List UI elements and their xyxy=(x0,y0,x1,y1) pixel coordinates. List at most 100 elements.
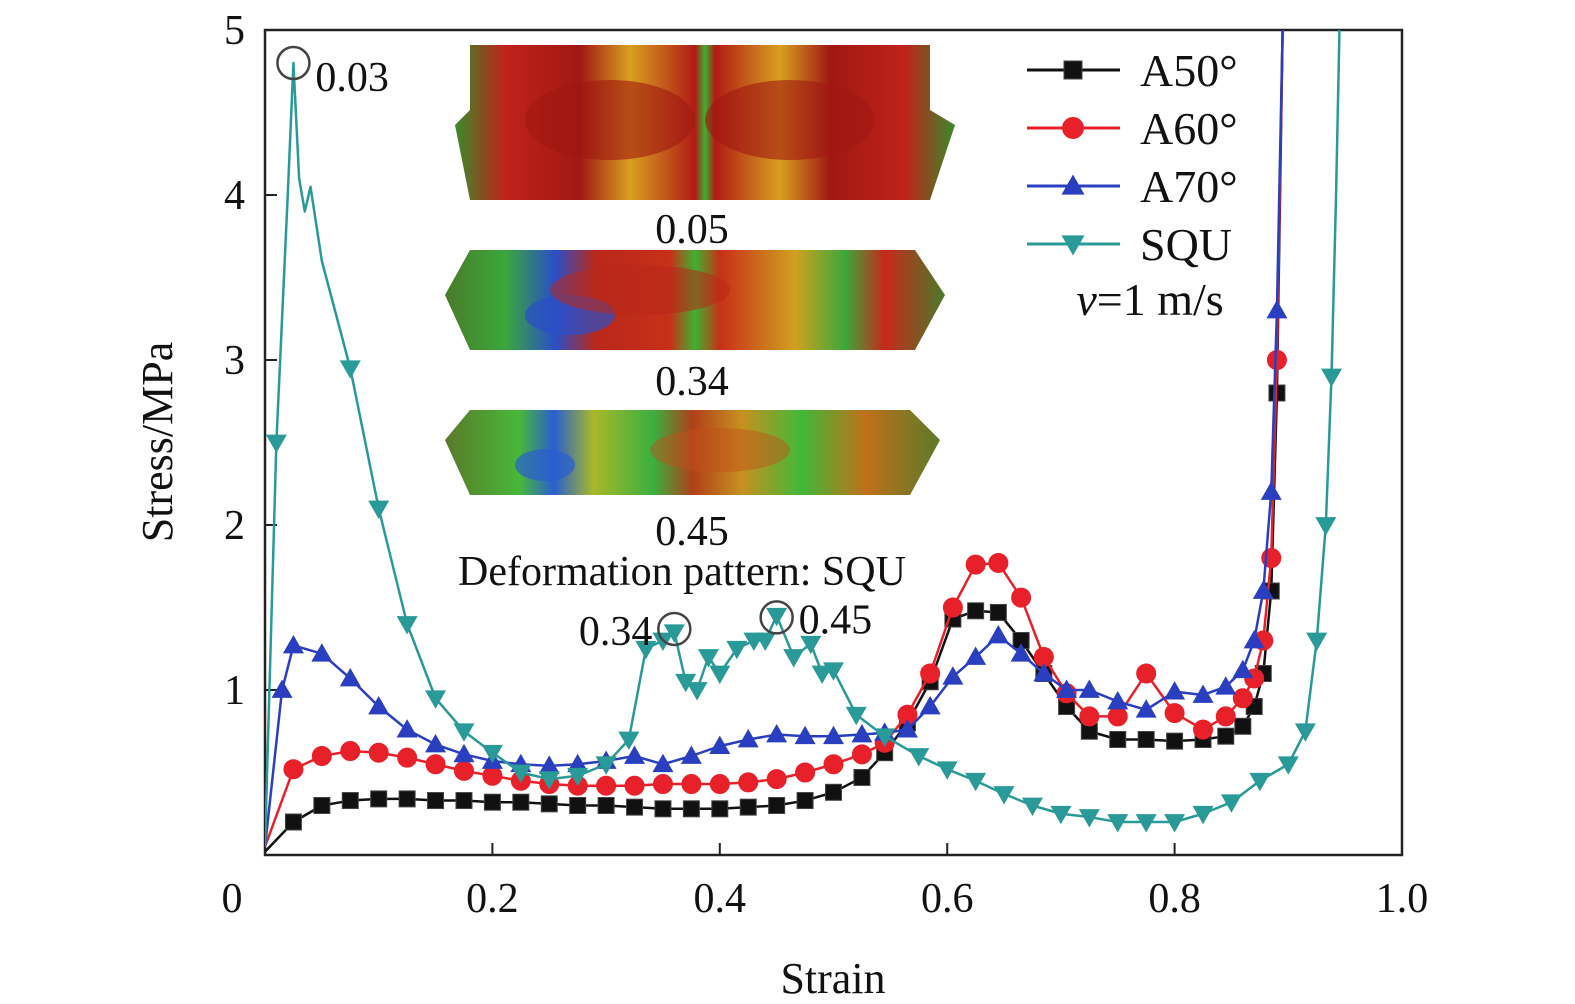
data-point xyxy=(425,690,447,709)
annotation-label: 0.45 xyxy=(799,597,873,643)
data-point xyxy=(1137,731,1155,748)
data-point xyxy=(339,667,361,687)
data-point xyxy=(965,646,987,665)
data-point xyxy=(919,696,941,715)
data-point xyxy=(795,762,816,783)
x-tick-label: 0.6 xyxy=(921,876,974,922)
data-point xyxy=(1109,731,1127,748)
data-point xyxy=(681,774,702,795)
data-point xyxy=(823,754,844,775)
y-axis-title: Stress/MPa xyxy=(133,342,182,542)
data-point xyxy=(920,663,941,684)
data-point xyxy=(783,649,805,668)
data-point xyxy=(340,741,361,762)
y-tick-label: 5 xyxy=(224,8,245,54)
data-point xyxy=(896,719,918,738)
data-point xyxy=(1193,719,1214,740)
data-point xyxy=(709,735,731,754)
data-point xyxy=(1079,706,1100,727)
data-point xyxy=(675,673,697,693)
data-point xyxy=(368,500,390,519)
data-point xyxy=(686,682,708,701)
data-point xyxy=(680,745,702,764)
y-tick-label: 4 xyxy=(224,173,245,219)
data-point xyxy=(1315,517,1337,536)
data-point xyxy=(1107,706,1128,727)
x-axis-title: Strain xyxy=(780,954,885,1003)
data-point xyxy=(709,774,730,795)
data-point xyxy=(1232,659,1254,679)
data-point xyxy=(965,554,986,575)
data-point xyxy=(1136,663,1157,684)
data-point xyxy=(397,747,418,768)
x-tick-label: 0.4 xyxy=(694,876,747,922)
legend-item: A60° xyxy=(1027,103,1238,154)
x-tick-label: 0.8 xyxy=(1148,876,1201,922)
data-point xyxy=(624,745,646,764)
data-point xyxy=(654,800,672,818)
data-point xyxy=(1215,706,1236,727)
data-point xyxy=(965,772,987,792)
data-point xyxy=(265,434,287,453)
data-point xyxy=(738,772,759,793)
data-point xyxy=(453,723,475,742)
data-point xyxy=(567,767,589,787)
data-point xyxy=(284,813,302,831)
data-point xyxy=(370,790,388,808)
data-point xyxy=(368,696,390,715)
legend-item: A70° xyxy=(1027,161,1238,212)
data-point xyxy=(652,774,673,795)
data-point xyxy=(538,755,560,774)
data-point xyxy=(283,759,304,780)
data-point xyxy=(851,744,872,765)
annotation-label: 0.34 xyxy=(579,609,653,655)
data-point xyxy=(510,764,532,783)
legend-label: SQU xyxy=(1140,219,1232,270)
data-point xyxy=(569,797,587,814)
data-point xyxy=(988,552,1009,573)
data-point xyxy=(1135,699,1157,718)
data-point xyxy=(596,775,617,796)
data-point xyxy=(481,744,503,764)
data-point xyxy=(766,769,787,790)
annotation-marker xyxy=(759,600,794,635)
data-point xyxy=(626,798,644,816)
data-point xyxy=(595,756,617,775)
data-point xyxy=(1011,587,1032,608)
legend-swatch-marker xyxy=(1061,235,1085,256)
data-point xyxy=(540,795,558,813)
legend-item: A50° xyxy=(1027,45,1238,96)
data-point xyxy=(1321,368,1343,387)
data-point xyxy=(1107,814,1129,833)
data-point xyxy=(1078,679,1100,698)
data-point xyxy=(726,640,748,660)
data-point xyxy=(1033,663,1055,682)
data-point xyxy=(1306,632,1328,651)
data-point xyxy=(987,625,1009,644)
data-point xyxy=(1260,481,1282,500)
data-point xyxy=(453,743,475,763)
data-point xyxy=(794,725,816,745)
y-tick-label: 3 xyxy=(224,338,245,384)
data-point xyxy=(311,643,333,662)
data-point xyxy=(282,634,304,654)
data-point xyxy=(800,635,822,655)
data-point xyxy=(851,724,873,743)
y-tick-label: 2 xyxy=(224,503,245,549)
data-point xyxy=(942,597,963,618)
annotation-layer: 0.03 0.34 0.45 xyxy=(276,45,873,655)
series-layer xyxy=(265,30,1343,853)
data-point xyxy=(697,649,719,668)
x-tick-label: 1.0 xyxy=(1376,876,1429,922)
data-point xyxy=(936,761,958,780)
data-point xyxy=(271,679,293,698)
data-point xyxy=(823,662,844,681)
legend-label: A50° xyxy=(1140,45,1238,96)
data-point xyxy=(1266,300,1288,319)
data-point xyxy=(635,640,657,660)
data-point xyxy=(396,616,418,635)
data-point xyxy=(1234,717,1252,735)
data-point xyxy=(313,797,331,814)
data-point xyxy=(368,742,389,763)
data-point xyxy=(1294,723,1316,742)
